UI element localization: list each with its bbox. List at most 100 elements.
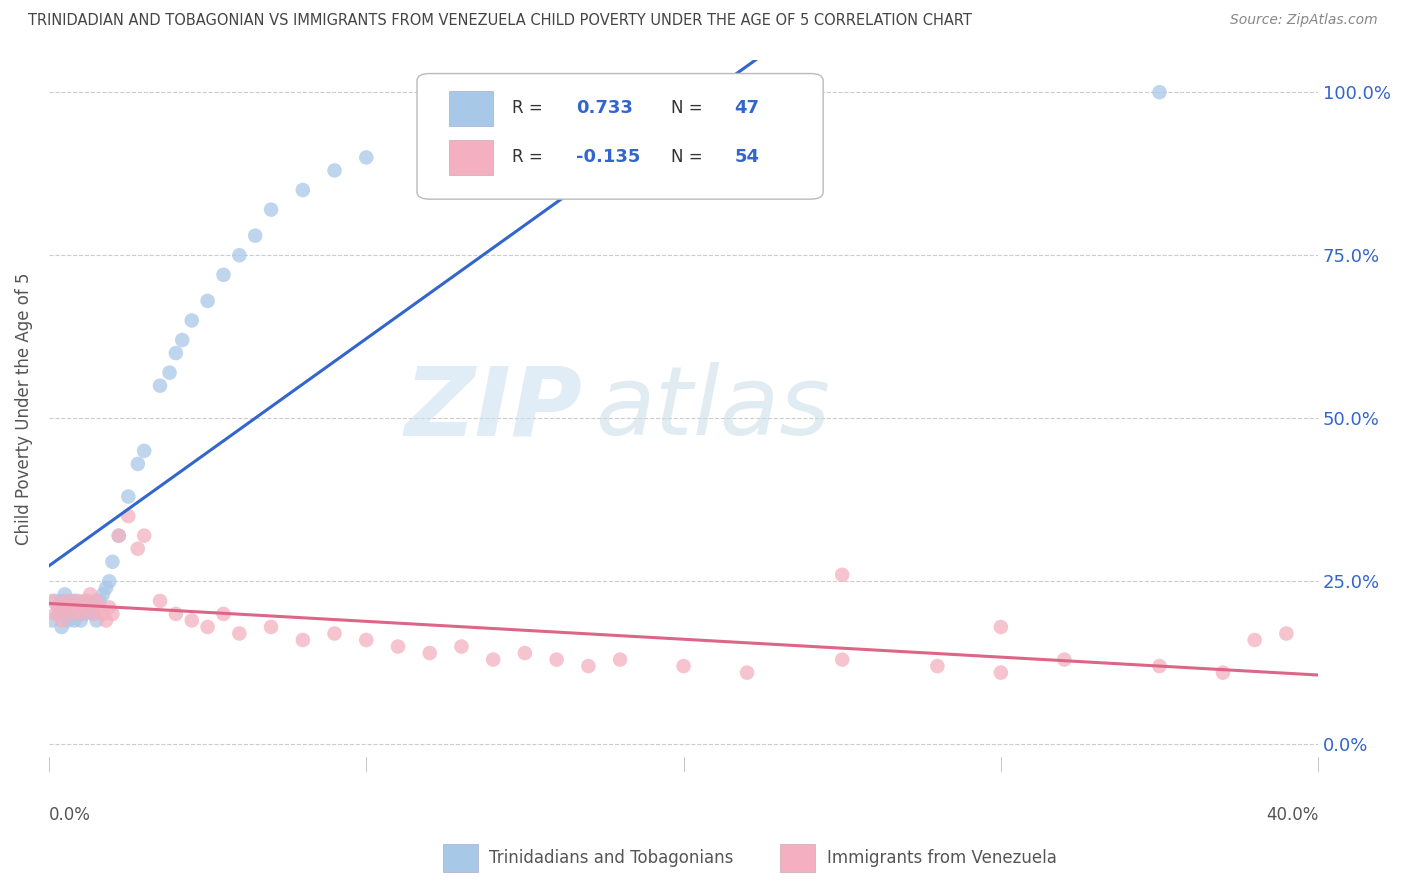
Point [356,633,378,648]
FancyBboxPatch shape [449,140,494,175]
Text: 0.733: 0.733 [575,99,633,118]
Point [53,594,76,608]
Point [51,620,73,634]
Point [91,607,114,621]
Point [51,614,73,628]
Point [89,600,111,615]
Point [212,268,235,282]
Point [450,640,472,654]
Point [41,594,63,608]
Point [66,607,89,621]
Point [212,607,235,621]
Point [260,620,283,634]
Point [134,443,156,458]
Point [387,640,409,654]
Text: 40.0%: 40.0% [1265,806,1319,824]
Point [82,607,104,621]
Point [127,457,149,471]
Point [63,600,86,615]
Point [86,594,108,608]
Point [44,607,66,621]
Text: 0.0%: 0.0% [49,806,91,824]
Point [69,614,91,628]
Point [101,555,124,569]
Point [513,646,536,660]
Point [165,607,187,621]
Point [89,594,111,608]
Point [79,600,101,615]
Point [69,607,91,621]
Point [98,574,121,589]
Point [60,594,83,608]
Y-axis label: Child Poverty Under the Age of 5: Child Poverty Under the Age of 5 [15,272,32,545]
Point [1212,665,1234,680]
Point [51,594,73,608]
Point [66,594,89,608]
Point [101,607,124,621]
Point [73,594,96,608]
Point [323,626,346,640]
Text: 47: 47 [734,99,759,118]
Text: N =: N = [671,148,707,166]
Point [117,490,139,504]
Point [609,652,631,666]
Text: Source: ZipAtlas.com: Source: ZipAtlas.com [1230,13,1378,28]
Point [576,659,599,673]
Point [56,614,79,628]
Point [323,163,346,178]
Point [73,607,96,621]
Point [60,607,83,621]
Text: -0.135: -0.135 [575,148,640,166]
Point [228,626,250,640]
Point [245,228,267,243]
Text: atlas: atlas [595,362,830,455]
Point [48,607,70,621]
Point [53,607,76,621]
Text: R =: R = [512,99,548,118]
Point [86,614,108,628]
Point [117,509,139,524]
Text: ZIP: ZIP [404,362,582,455]
Point [56,600,79,615]
Point [291,183,314,197]
Point [831,567,853,582]
Point [165,346,187,360]
Point [197,293,219,308]
Point [53,587,76,601]
Point [831,652,853,666]
Point [107,529,129,543]
Point [86,594,108,608]
FancyBboxPatch shape [449,91,494,126]
Point [127,541,149,556]
Point [98,600,121,615]
Point [1149,659,1171,673]
Point [60,607,83,621]
Point [41,614,63,628]
Point [1243,633,1265,648]
Text: Immigrants from Venezuela: Immigrants from Venezuela [827,849,1056,867]
FancyBboxPatch shape [418,73,823,199]
Point [1149,85,1171,99]
Point [91,587,114,601]
Point [180,313,202,327]
Point [76,600,98,615]
Point [69,600,91,615]
Point [48,600,70,615]
Point [48,600,70,615]
Point [735,665,758,680]
Point [82,607,104,621]
Text: 54: 54 [734,148,759,166]
Point [990,665,1012,680]
Point [672,659,695,673]
Point [990,620,1012,634]
Point [63,614,86,628]
Point [149,378,172,392]
Point [159,366,181,380]
Point [79,587,101,601]
Point [149,594,172,608]
Point [44,594,66,608]
Point [180,614,202,628]
Point [260,202,283,217]
Point [94,581,117,595]
Point [1053,652,1076,666]
